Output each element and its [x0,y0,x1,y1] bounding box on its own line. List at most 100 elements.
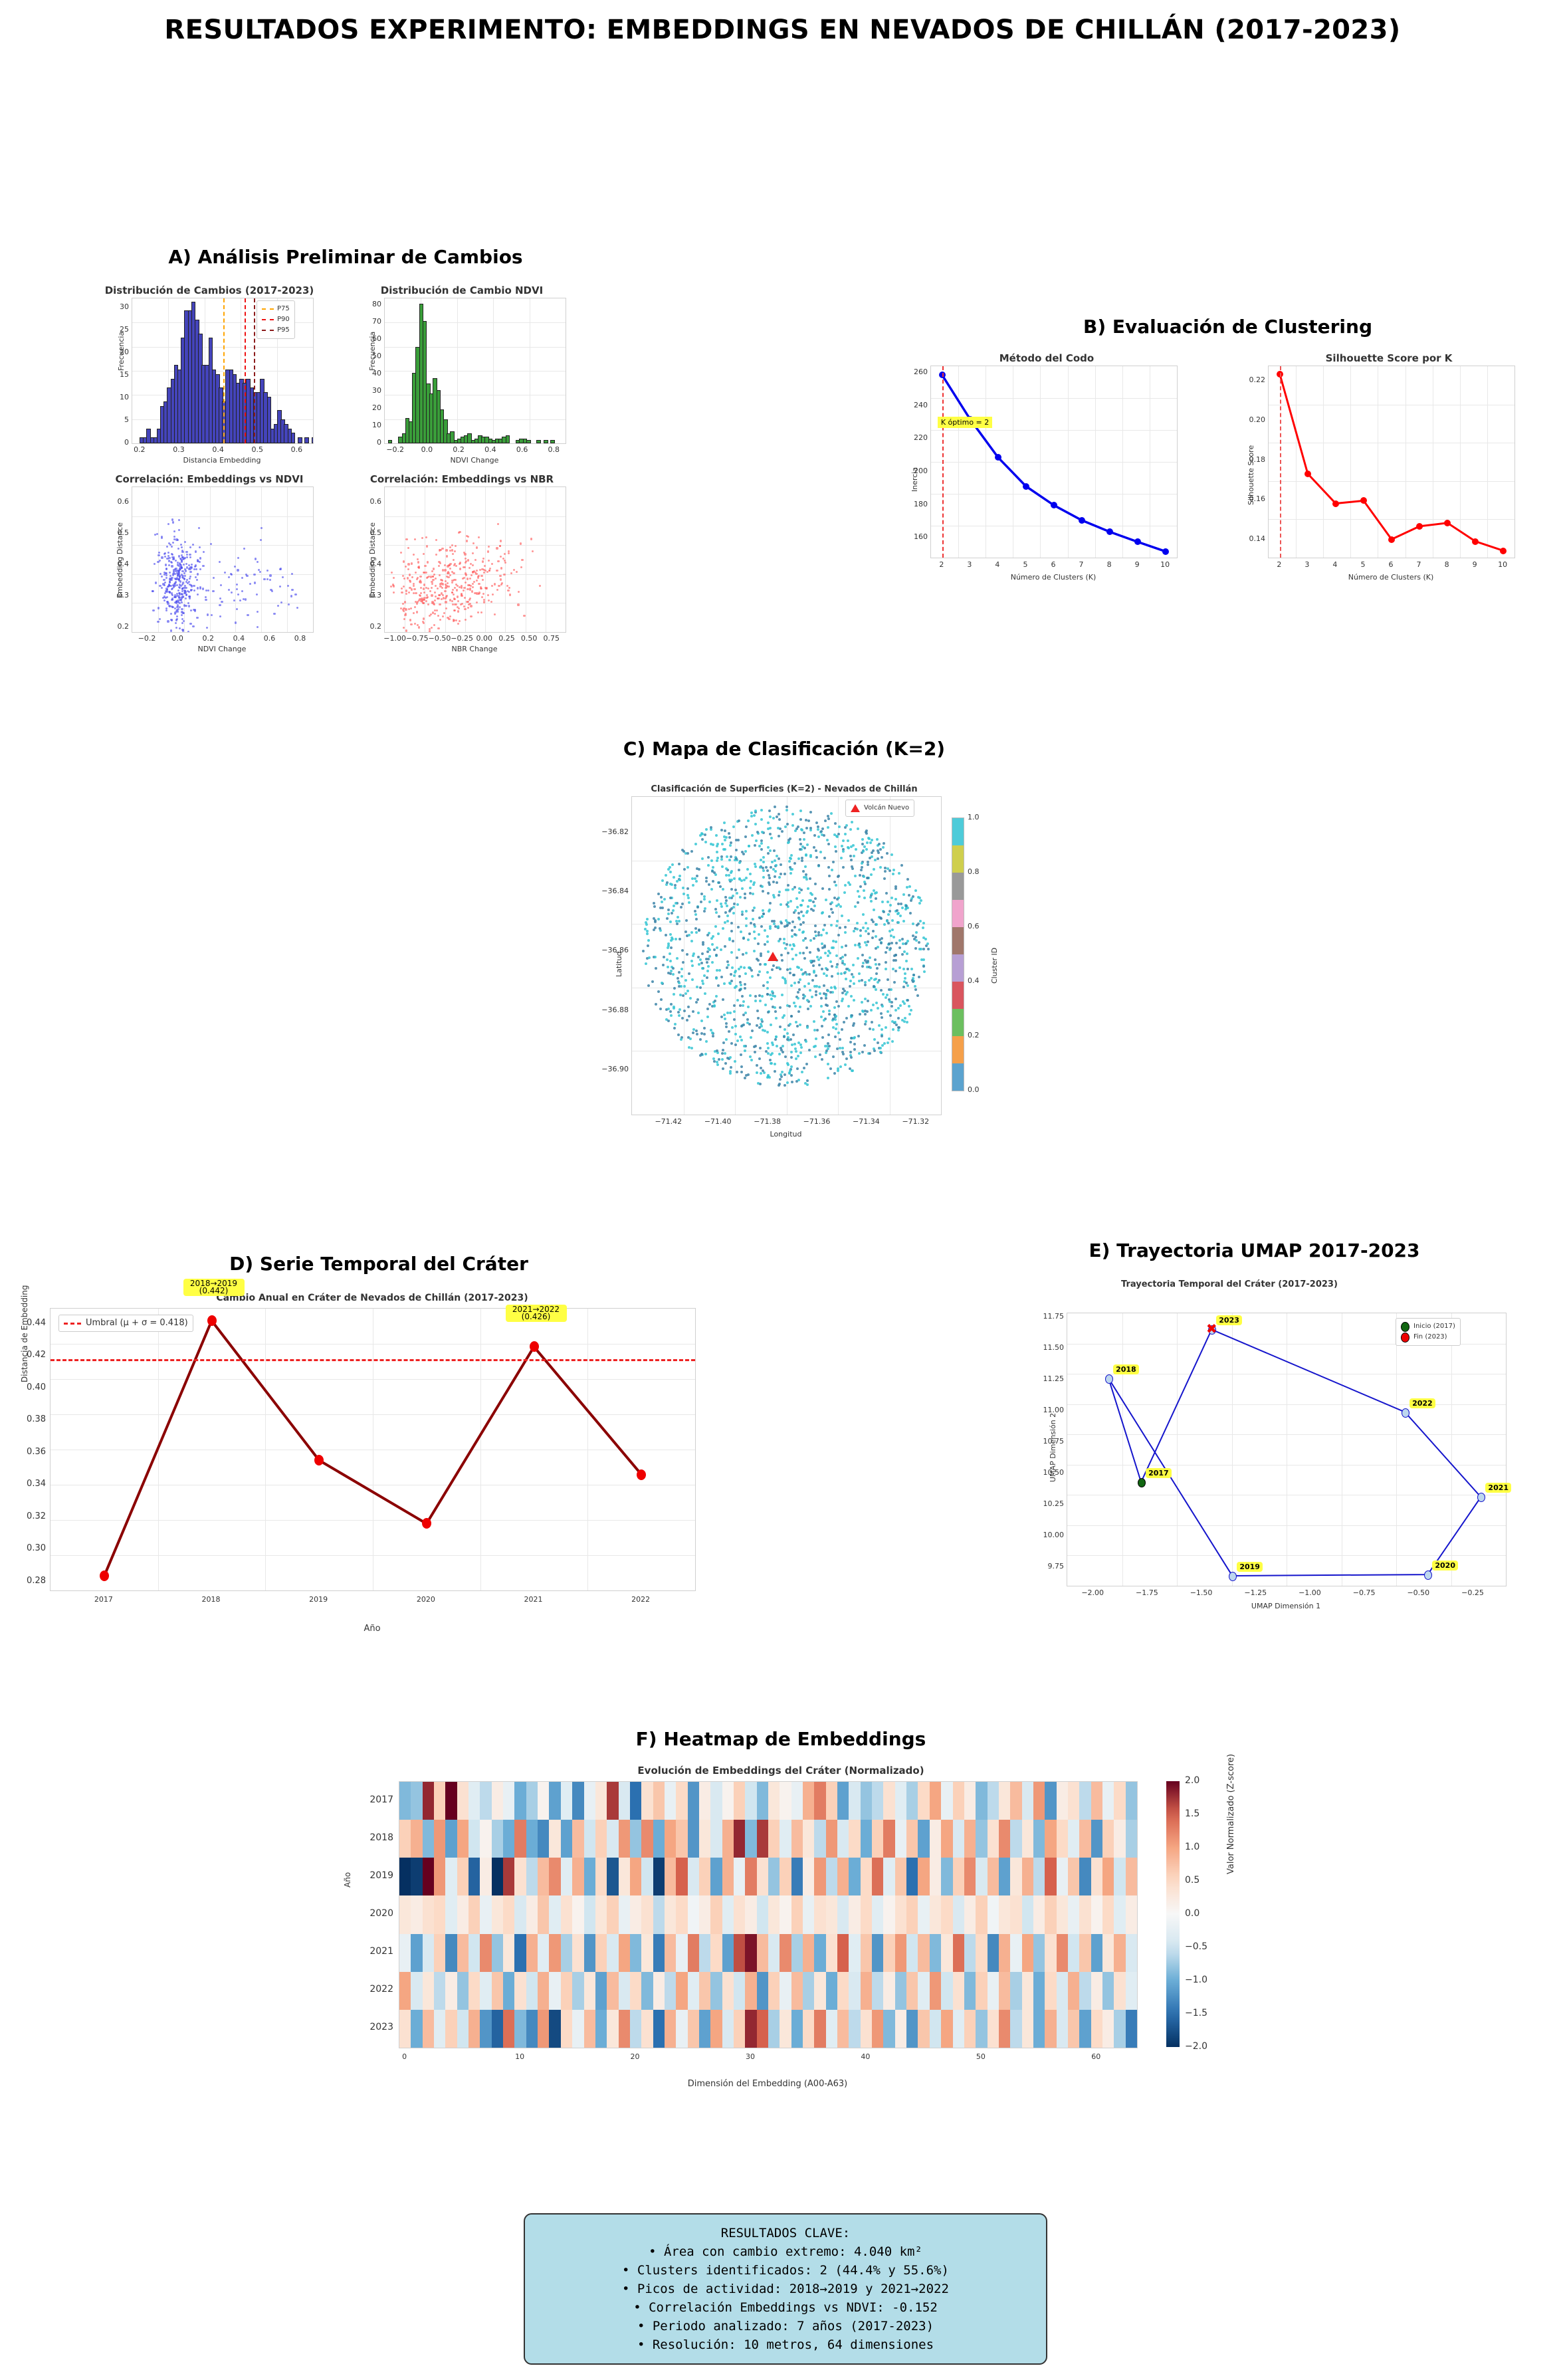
scatter-point [499,556,502,558]
map-point [865,1010,869,1013]
scatter-point [403,618,406,621]
map-point [906,906,910,909]
scatter-point [402,560,405,563]
map-point [827,887,831,891]
heatmap-cell [411,1820,423,1858]
map-point [903,980,906,983]
scatter-point [459,562,461,564]
map-point [831,940,835,943]
map-point [914,947,918,950]
map-point [772,867,775,871]
map-point [842,1053,845,1056]
scatter-point [445,587,447,590]
map-point [851,821,854,823]
map-point [665,958,669,961]
scatter-point [162,596,165,599]
map-point [773,895,776,899]
scatter-point [404,565,407,568]
heatmap-plot [399,1781,1138,2048]
map-point [738,968,741,971]
map-point [739,1035,742,1038]
heatmap-cell [491,1895,504,1935]
map-point [789,854,793,857]
scatter-point [500,567,502,570]
heatmap-cell [676,1895,688,1935]
scatter-point [185,578,189,581]
map-point [740,879,744,882]
map-point [813,904,816,907]
heatmap-cell [641,1820,654,1858]
scatter-point [476,576,480,578]
heatmap-cell [1079,1895,1092,1935]
scatter-point [177,519,181,522]
heatmap-cell [964,1782,976,1820]
heatmap-cell [814,1933,827,1973]
map-point [657,893,661,896]
map-point [750,975,754,978]
map-point [829,991,833,994]
heatmap-cell [710,1895,723,1935]
heatmap-cell [538,1858,550,1897]
heatmap-cell [998,1820,1011,1858]
heatmap-cell [837,1971,849,2010]
map-point [669,1010,673,1013]
map-point [684,992,687,995]
scatter-point [420,599,423,602]
scatter-point [431,594,433,597]
scatter-point [176,574,179,577]
map-point [715,845,718,847]
map-point [849,1053,853,1057]
scatter-point [174,559,177,562]
map-point [673,905,676,908]
scatter-point [171,556,174,559]
scatter-point [167,555,169,558]
map-point [711,943,714,946]
scatter-point [452,588,455,591]
map-point [800,968,803,972]
map-point [822,1019,825,1022]
map-point [797,980,800,984]
scatter-point [438,565,441,568]
scatter-point [486,550,490,553]
map-point [861,850,865,853]
scatter-point [467,588,469,591]
map-point [688,1045,691,1049]
gridline-v [1231,1313,1233,1586]
scatter-point [463,605,466,608]
scatter-point [244,598,247,601]
map-point [722,847,726,851]
map-point [852,929,855,932]
scatter-point [417,558,419,560]
map-point [712,1000,716,1004]
scatter-point [402,603,405,605]
map-point [914,988,917,992]
map-point [790,867,793,871]
x-tick: −1.50 [1190,1588,1213,1597]
map-point [729,982,732,986]
heatmap-cell [422,1858,435,1897]
map-point [766,935,770,938]
map-point [888,903,892,907]
map-point [667,946,670,950]
heatmap-cell [964,1820,976,1858]
map-point [809,828,813,831]
heatmap-cell [595,1971,607,2010]
scatter-point [181,595,184,598]
map-point [708,883,711,886]
colorbar-segment [952,954,964,982]
gridline-h [385,346,566,348]
map-point [852,1024,855,1028]
heatmap-cell [1067,1971,1080,2010]
map-point [673,1027,676,1030]
map-point [817,958,821,962]
map-point [758,917,762,920]
map-point [899,914,902,917]
heatmap-cell [941,1971,954,2010]
map-point [734,1060,737,1063]
map-point [685,919,688,922]
map-point [879,938,882,941]
map-point [740,1065,744,1068]
map-point [859,934,863,938]
scatter-point [192,625,195,628]
scatter-point [457,622,459,625]
